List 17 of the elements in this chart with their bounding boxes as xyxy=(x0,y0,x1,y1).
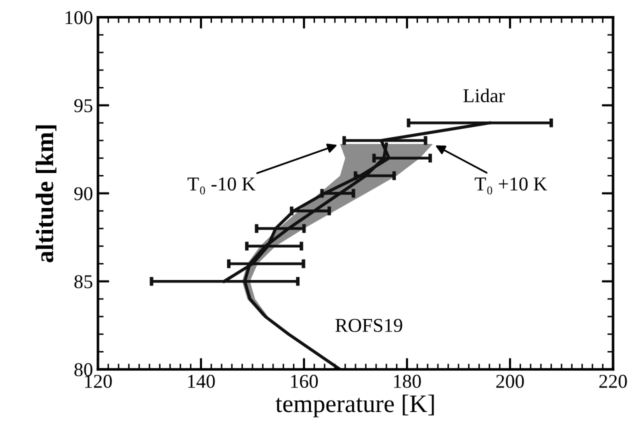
y-axis-title: altitude [km] xyxy=(36,125,56,262)
x-tick-label: 220 xyxy=(599,374,627,388)
y-tick-label: 80 xyxy=(74,363,92,376)
x-tick-label: 140 xyxy=(188,374,215,388)
y-tick-label: 85 xyxy=(74,275,92,288)
x-axis-title: temperature [K] xyxy=(276,394,434,418)
x-tick-label: 180 xyxy=(394,374,421,388)
y-tick-label: 100 xyxy=(66,11,92,24)
annotation: Lidar xyxy=(463,88,505,102)
x-tick-label: 200 xyxy=(496,374,524,388)
annotation: T₀ +10 K xyxy=(474,177,548,194)
annotation: ROFS19 xyxy=(335,318,402,332)
x-tick-label: 120 xyxy=(85,374,112,388)
y-tick-label: 95 xyxy=(74,99,92,112)
annotation: T₀ -10 K xyxy=(188,177,256,194)
y-tick-label: 90 xyxy=(74,187,92,200)
x-tick-label: 160 xyxy=(291,374,318,388)
